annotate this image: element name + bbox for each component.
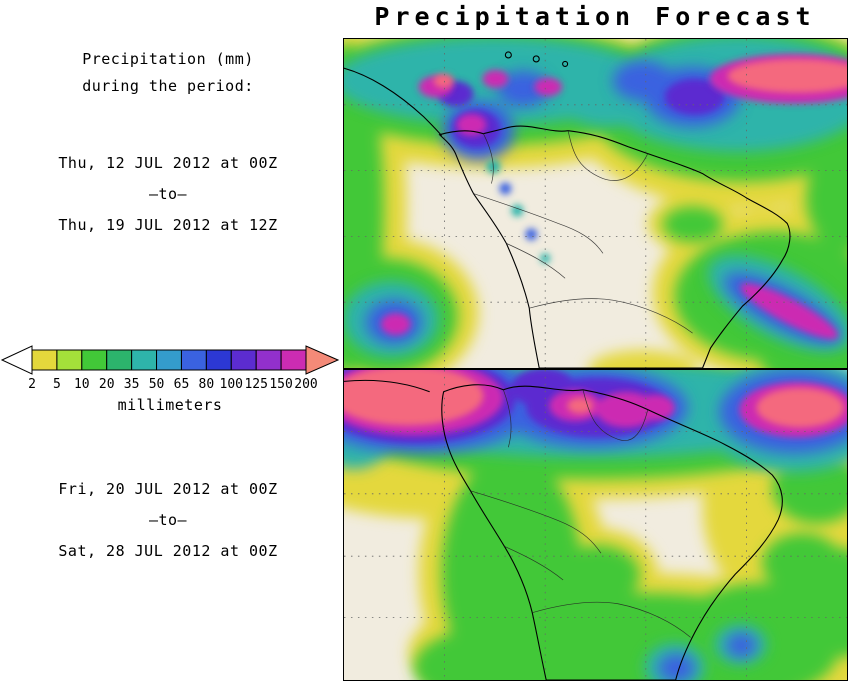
- legend-band: [255, 349, 282, 371]
- gridlines: [344, 39, 847, 368]
- page-title: Precipitation Forecast: [374, 2, 816, 31]
- color-scale-legend: 2 5 10 20 35 50 65 80 100 125 150 200 millimeters: [0, 344, 340, 414]
- map-top-svg: [344, 39, 847, 368]
- legend-band: [156, 349, 182, 371]
- rain-layer-pink: [344, 370, 845, 428]
- legend-threshold-label: 125: [244, 377, 267, 392]
- legend-threshold-label: 2: [28, 377, 36, 392]
- period-2-block: Fri, 20 JUL 2012 at 00Z –to– Sat, 28 JUL…: [0, 474, 336, 567]
- legend-left-arrow: [0, 345, 33, 375]
- info-heading-line2: during the period:: [82, 77, 254, 95]
- map-panel-bottom: [343, 369, 848, 681]
- legend-threshold-label: 20: [99, 377, 115, 392]
- precipitation-field: [344, 39, 847, 368]
- legend-band: [31, 349, 58, 371]
- legend-threshold-label: 10: [74, 377, 90, 392]
- legend-threshold-label: 150: [269, 377, 292, 392]
- coastline: [344, 379, 783, 680]
- info-heading-line1: Precipitation (mm): [82, 50, 254, 68]
- coastline: [344, 51, 791, 368]
- legend-unit-label: millimeters: [117, 396, 223, 414]
- andes-convective-cells: [486, 159, 551, 264]
- info-heading: Precipitation (mm) during the period:: [0, 46, 336, 100]
- legend-band: [81, 349, 108, 371]
- legend-right-arrow: [305, 345, 340, 375]
- period2-separator: –to–: [148, 511, 188, 529]
- legend-band: [106, 349, 133, 371]
- legend-band: [230, 349, 257, 371]
- legend-threshold-label: 50: [149, 377, 165, 392]
- legend-threshold-label: 100: [220, 377, 243, 392]
- period1-start: Thu, 12 JUL 2012 at 00Z: [58, 154, 278, 172]
- period1-end: Thu, 19 JUL 2012 at 12Z: [58, 216, 278, 234]
- period2-end: Sat, 28 JUL 2012 at 00Z: [58, 542, 278, 560]
- legend-band: [131, 349, 158, 371]
- country-borders: [470, 389, 691, 638]
- legend-threshold-label: 200: [294, 377, 317, 392]
- legend-colorbar: 2 5 10 20 35 50 65 80 100 125 150 200: [0, 345, 340, 392]
- period2-start: Fri, 20 JUL 2012 at 00Z: [58, 480, 278, 498]
- period-1-block: Thu, 12 JUL 2012 at 00Z –to– Thu, 19 JUL…: [0, 148, 336, 241]
- legend-band: [205, 349, 232, 371]
- precipitation-field: [344, 370, 847, 680]
- info-column: Precipitation (mm) during the period: Th…: [0, 0, 340, 682]
- legend-threshold-label: 65: [174, 377, 190, 392]
- legend-band: [180, 349, 207, 371]
- rain-layer-pink: [433, 58, 847, 93]
- map-panel-top: [343, 38, 848, 369]
- gridlines: [344, 370, 847, 680]
- period1-separator: –to–: [148, 185, 188, 203]
- legend-threshold-label: 80: [199, 377, 215, 392]
- legend-band: [56, 349, 83, 371]
- legend-threshold-label: 5: [53, 377, 61, 392]
- legend-threshold-label: 35: [124, 377, 140, 392]
- country-borders: [473, 130, 693, 334]
- legend-band: [280, 349, 307, 371]
- map-bottom-svg: [344, 370, 847, 680]
